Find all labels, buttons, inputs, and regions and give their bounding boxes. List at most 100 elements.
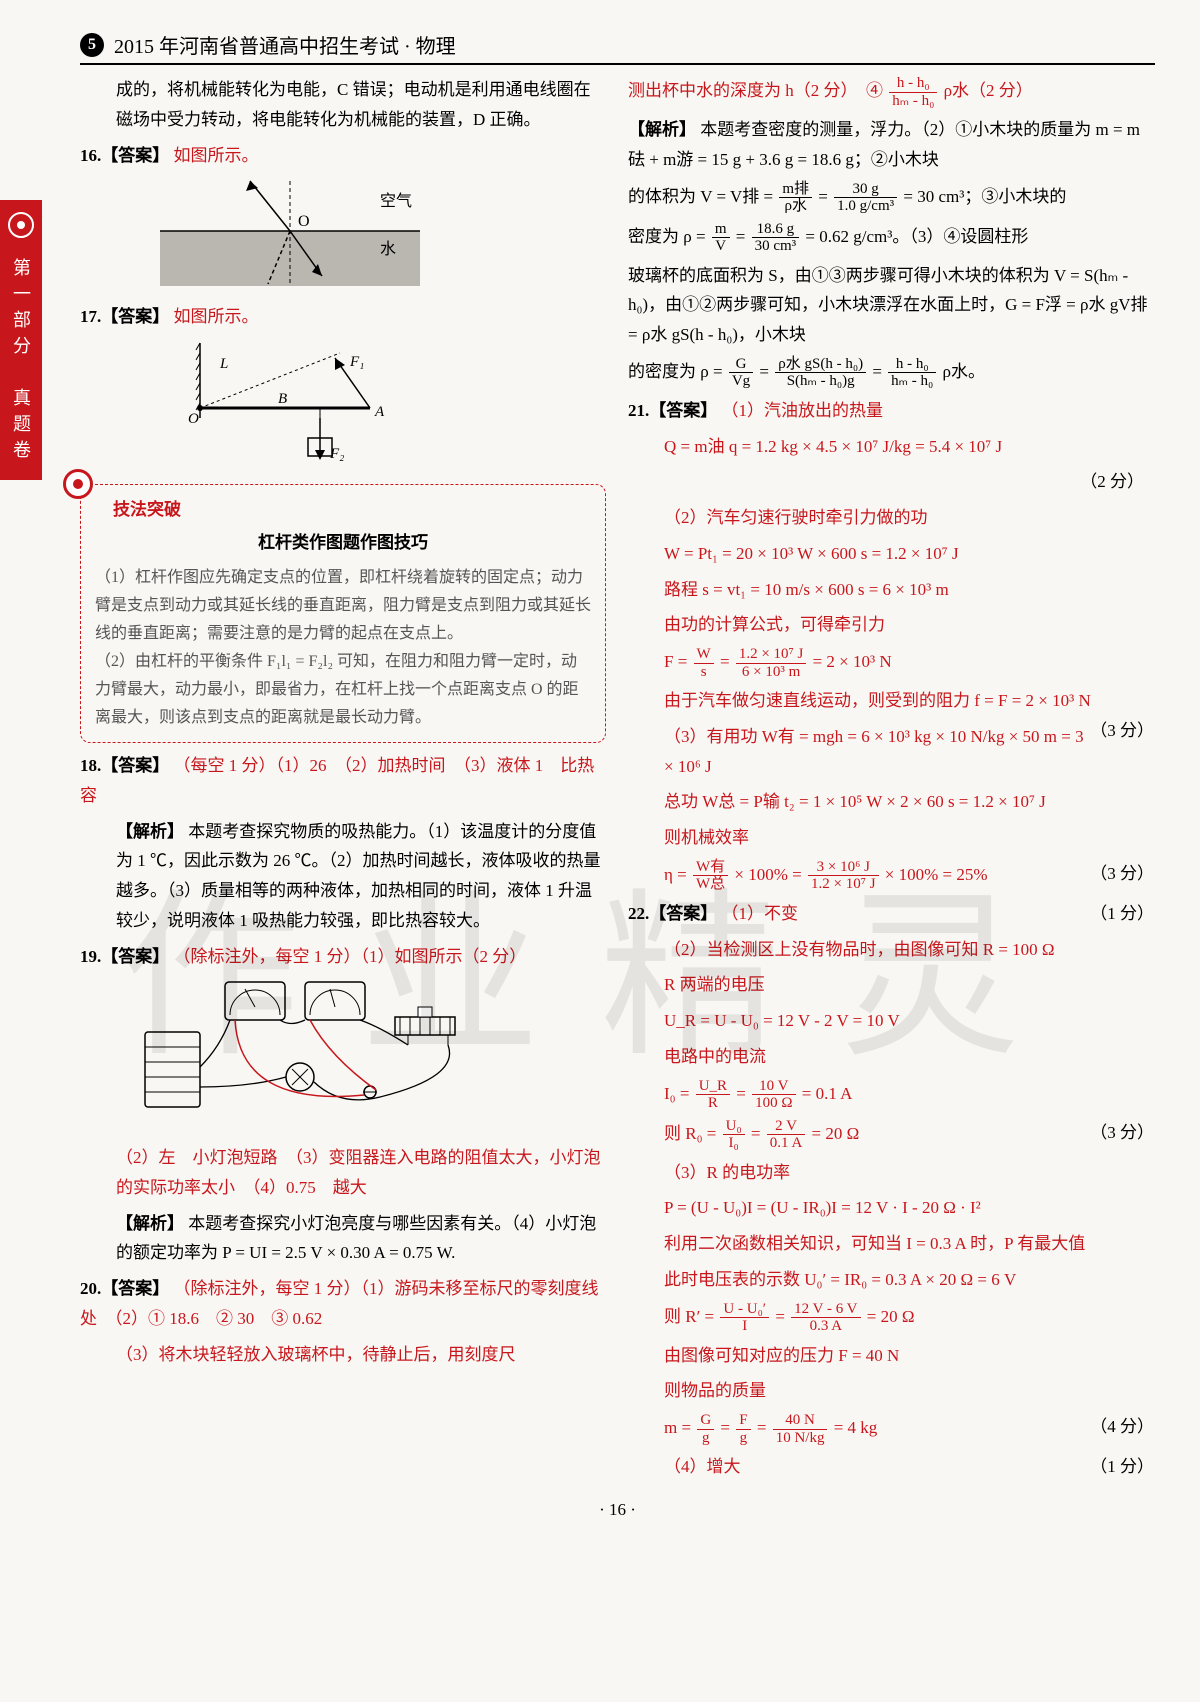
q22a: （1）不变 [722,904,799,923]
r-line1a: 测出杯中水的深度为 h（2 分） ④ [628,81,883,100]
t: = 20 Ω [812,1123,860,1142]
q20-label: 20.【答案】 [80,1279,169,1298]
q22n: 则物品的质量 [628,1376,1154,1406]
q21k: 则机械效率 [628,823,1154,853]
n: 12 V - 6 V [791,1301,860,1319]
q19-exp: 【解析】 本题考查探究小灯泡亮度与哪些因素有关。（4）小灯泡的额定功率为 P =… [80,1209,606,1269]
d: 0.3 A [791,1318,860,1335]
left-column: 成的，将机械能转化为电能，C 错误；电动机是利用通电线圈在磁场中受力转动，将电能… [80,75,606,1488]
intro-text: 成的，将机械能转化为电能，C 错误；电动机是利用通电线圈在磁场中受力转动，将电能… [80,75,606,135]
n: m [712,221,730,239]
q16-diagram: O 空气 水 [160,176,420,296]
q21d: W = Pt₁ = 20 × 10³ W × 600 s = 1.2 × 10⁷… [628,539,1154,569]
q17-label: 17.【答案】 [80,307,169,326]
n: U_R [696,1078,730,1096]
q22o: m = Gg = Fg = 40 N10 N/kg = 4 kg （4 分） [628,1412,1154,1446]
t: 则 R′ = [664,1306,718,1325]
n: W [694,646,714,664]
q17-answer: 如图所示。 [174,307,259,326]
q19-ans1: （除标注外，每空 1 分）（1）如图所示（2 分） [174,947,527,966]
txt: 密度为 ρ = [628,226,710,245]
txt: = [759,362,773,381]
q22h: （3）R 的电功率 [628,1158,1154,1188]
q16-answer: 如图所示。 [174,146,259,165]
d: W总 [693,876,728,893]
t: 则 R₀ = [664,1123,721,1142]
txt: = [818,186,832,205]
q19-ans2: （2）左 小灯泡短路 （3）变阻器连入电路的阻值太大，小灯泡的实际功率太小 （4… [80,1143,606,1203]
q21b-score: （2 分） [628,467,1154,497]
t: η = [664,865,691,884]
page-footer: · 16 · [80,1500,1155,1520]
q22b: （2）当检测区上没有物品时，由图像可知 R = 100 Ω [628,935,1154,965]
page-header: 5 2015 年河南省普通高中招生考试 · 物理 [80,30,1155,65]
d: g [736,1430,750,1447]
t: = 4 kg [834,1418,878,1437]
q21h: 由于汽车做匀速直线运动，则受到的阻力 f = F = 2 × 10³ N （3 … [628,686,1154,716]
tip-body1: （1）杠杆作图应先确定支点的位置，即杠杆绕着旋转的固定点；动力臂是支点到动力或其… [95,564,591,648]
svg-text:L: L [219,356,228,372]
d: 30 cm³ [752,238,800,255]
svg-text:F₂: F₂ [329,446,344,462]
n: U₀ [723,1118,745,1136]
n: 18.6 g [752,221,800,239]
q18-exp-text: 本题考查探究物质的吸热能力。（1）该温度计的分度值为 1 ℃，因此示数为 26 … [116,822,601,930]
d: I [720,1318,769,1335]
tip-body2: （2）由杠杆的平衡条件 F₁l₁ = F₂l₂ 可知，在阻力和阻力臂一定时，动力… [95,648,591,732]
side-tab-icon [8,212,34,238]
t: = [775,1306,789,1325]
svg-text:B: B [278,391,287,407]
svg-text:O: O [298,213,310,230]
n: G [729,356,753,374]
exp20-label: 【解析】 [628,120,696,139]
d: s [694,664,714,681]
q22m: 由图像可知对应的压力 F = 40 N [628,1341,1154,1371]
q21j: 总功 W总 = P输 t₂ = 1 × 10⁵ W × 2 × 60 s = 1… [628,787,1154,817]
q22: 22.【答案】 （1）不变 （1 分） [628,899,1154,929]
q21: 21.【答案】 （1）汽油放出的热量 [628,396,1154,426]
q21h-t: 由于汽车做匀速直线运动，则受到的阻力 f = F = 2 × 10³ N [664,691,1091,710]
t: m = [664,1418,695,1437]
q18: 18.【答案】 （每空 1 分）（1）26 （2）加热时间 （3）液体 1 比热… [80,751,606,811]
q22j: 利用二次函数相关知识，可知当 I = 0.3 A 时，P 有最大值 [628,1229,1154,1259]
n: 1.2 × 10⁷ J [736,646,807,664]
t: = 2 × 10³ N [813,652,892,671]
exp20-c: 密度为 ρ = mV = 18.6 g30 cm³ = 0.62 g/cm³。（… [628,221,1154,255]
exp20-e: 的密度为 ρ = GVg = ρ水 gS(h - h₀)S(hₘ - h₀)g … [628,356,1154,390]
q19-label: 19.【答案】 [80,947,169,966]
d: 0.1 A [767,1135,806,1152]
frac-d: hₘ - h₀ [889,93,937,110]
q22f: I₀ = U_RR = 10 V100 Ω = 0.1 A [628,1078,1154,1112]
n: 2 V [767,1118,806,1136]
d: hₘ - h₀ [888,373,936,390]
tip-badge-icon [63,469,93,499]
q21-a: （1）汽油放出的热量 [722,401,884,420]
d: Vg [729,373,753,390]
q22g: 则 R₀ = U₀I₀ = 2 V0.1 A = 20 Ω （3 分） [628,1118,1154,1152]
q21l: η = W有W总 × 100% = 3 × 10⁶ J1.2 × 10⁷ J ×… [628,859,1154,893]
svg-text:水: 水 [380,240,396,258]
score: （3 分） [1090,1118,1154,1148]
r-line1: 测出杯中水的深度为 h（2 分） ④ h - h₀hₘ - h₀ ρ水（2 分） [628,75,1154,109]
q21f: 由功的计算公式，可得牵引力 [628,610,1154,640]
t: = [720,652,734,671]
r-line1b: ρ水（2 分） [944,81,1033,100]
q21b: Q = m油 q = 1.2 kg × 4.5 × 10⁷ J/kg = 5.4… [628,432,1154,462]
t: × 100% = [734,865,806,884]
t: = [736,1083,750,1102]
n: 3 × 10⁶ J [808,859,879,877]
q20: 20.【答案】 （除标注外，每空 1 分）（1）游码未移至标尺的零刻度线处 （2… [80,1274,606,1334]
header-badge: 5 [80,33,104,57]
t: = [751,1123,765,1142]
content-columns: 成的，将机械能转化为电能，C 错误；电动机是利用通电线圈在磁场中受力转动，将电能… [80,75,1155,1488]
txt: = [736,226,750,245]
d: 100 Ω [752,1095,795,1112]
d: 6 × 10³ m [736,664,807,681]
t: = [757,1418,771,1437]
txt: = 30 cm³；③小木块的 [903,186,1066,205]
side-tab-text: 第一部分 真题卷 [8,258,34,466]
txt: = 0.62 g/cm³。（3）④设圆柱形 [805,226,1028,245]
t: × 100% = 25% [885,865,988,884]
txt: ρ水。 [942,362,984,381]
q17-diagram: L F₁ F₂ O B A [160,338,420,478]
